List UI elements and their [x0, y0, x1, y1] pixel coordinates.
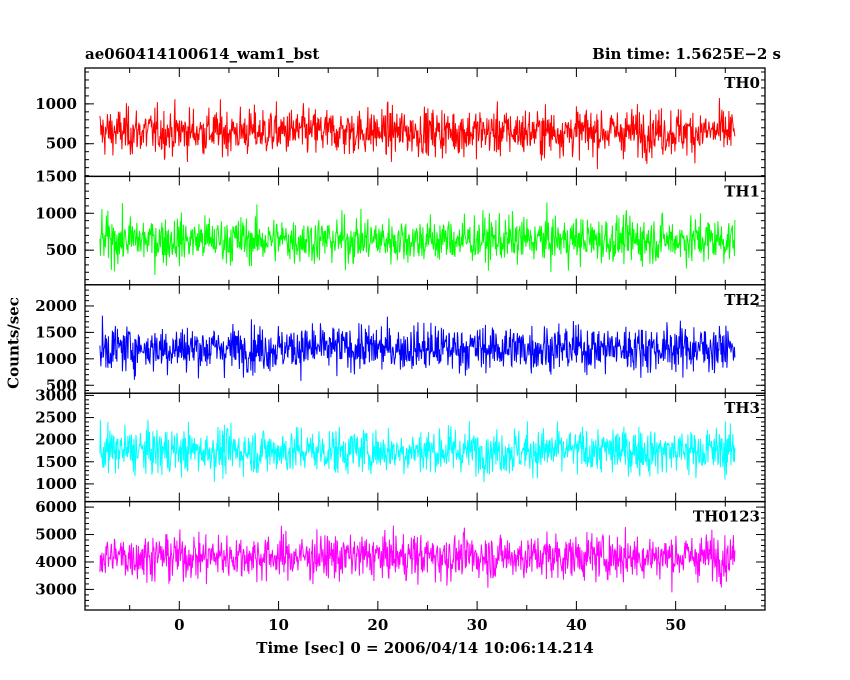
- y-tick-label: 4000: [35, 553, 77, 571]
- x-tick-label: 30: [467, 616, 488, 634]
- y-tick-label: 3000: [35, 386, 77, 404]
- x-tick-label: 40: [566, 616, 587, 634]
- y-tick-label: 1500: [35, 167, 77, 185]
- panel-frame: [84, 500, 766, 611]
- y-tick-label: 2000: [35, 297, 77, 315]
- y-tick-label: 1000: [35, 350, 77, 368]
- y-tick-label: 6000: [35, 498, 77, 516]
- y-tick-label: 500: [46, 241, 77, 259]
- panel-label-th0123: TH0123: [693, 508, 760, 526]
- series-th0123-curve: [99, 525, 736, 593]
- series-th1-curve: [99, 202, 736, 276]
- panel-label-th3: TH3: [724, 399, 760, 417]
- series-th2-curve: [99, 315, 736, 381]
- panel-label-th1: TH1: [724, 182, 760, 200]
- x-tick-label: 10: [268, 616, 289, 634]
- y-tick-label: 1500: [35, 323, 77, 341]
- x-axis-label: Time [sec] 0 = 2006/04/14 10:06:14.214: [256, 639, 594, 657]
- series-th0-curve: [99, 97, 736, 170]
- y-axis-label: Counts/sec: [4, 297, 23, 389]
- y-tick-label: 2000: [35, 431, 77, 449]
- plot-title: ae060414100614_wam1_bst: [85, 45, 320, 63]
- bin-time-label: Bin time: 1.5625E−2 s: [592, 45, 781, 63]
- series-th3-curve: [99, 419, 736, 483]
- y-tick-label: 1500: [35, 453, 77, 471]
- panel-label-th2: TH2: [724, 291, 760, 309]
- y-tick-label: 1000: [35, 204, 77, 222]
- y-tick-label: 1000: [35, 475, 77, 493]
- x-tick-label: 0: [174, 616, 184, 634]
- y-tick-label: 1000: [35, 95, 77, 113]
- x-tick-label: 20: [367, 616, 388, 634]
- x-tick-label: 50: [665, 616, 686, 634]
- y-tick-label: 3000: [35, 580, 77, 598]
- y-tick-label: 5000: [35, 526, 77, 544]
- y-tick-label: 2500: [35, 409, 77, 427]
- y-tick-label: 500: [46, 135, 77, 153]
- panel-label-th0: TH0: [724, 74, 760, 92]
- y-tick-label: 500: [46, 376, 77, 394]
